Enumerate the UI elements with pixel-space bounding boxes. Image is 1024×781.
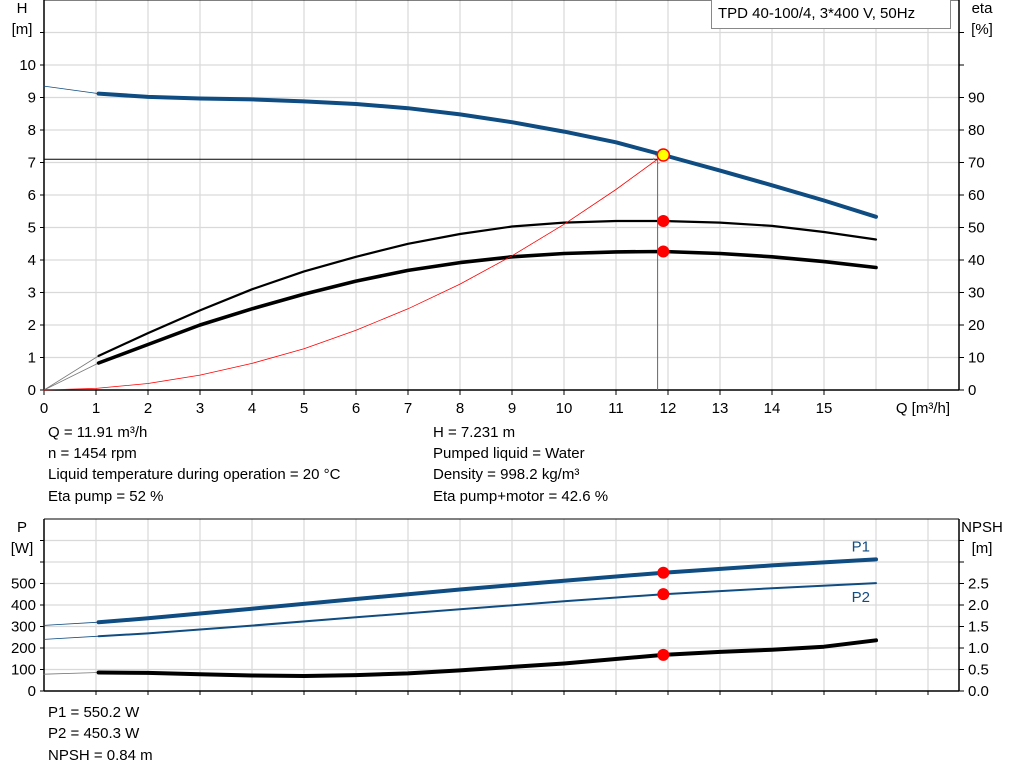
y-tick-label-right: 40 bbox=[968, 252, 985, 269]
y-tick-label-left: 6 bbox=[28, 187, 36, 204]
y-tick-label-left: 2 bbox=[28, 317, 36, 334]
info-density: Density = 998.2 kg/m³ bbox=[433, 466, 580, 483]
series-H-extension bbox=[43, 85, 99, 94]
series-label-P1: P1 bbox=[852, 538, 870, 555]
series-eta_pump-line bbox=[97, 219, 878, 357]
y-axis-title-right: eta bbox=[972, 0, 994, 17]
x-axis-title: Q [m³/h] bbox=[896, 400, 950, 417]
y-tick-label-left: 100 bbox=[11, 662, 36, 679]
y-tick-label-left: 10 bbox=[19, 57, 36, 74]
y-tick-label-right: 0.5 bbox=[968, 662, 989, 679]
y-tick-label-right: 0.0 bbox=[968, 683, 989, 700]
info-eta-pump: Eta pump = 52 % bbox=[48, 488, 164, 505]
y-tick-label-left: 0 bbox=[28, 382, 36, 399]
y-tick-label-left: 500 bbox=[11, 576, 36, 593]
info-h: H = 7.231 m bbox=[433, 424, 516, 441]
y-tick-label-left: 400 bbox=[11, 597, 36, 614]
info-speed: n = 1454 rpm bbox=[48, 445, 137, 462]
info-p1: P1 = 550.2 W bbox=[48, 704, 140, 721]
y-tick-label-left: 300 bbox=[11, 619, 36, 636]
y-tick-label-left: 8 bbox=[28, 122, 36, 139]
y-axis-title-left: P bbox=[17, 519, 27, 536]
y-tick-label-right: 2.5 bbox=[968, 576, 989, 593]
y-tick-label-right: 0 bbox=[968, 382, 976, 399]
y-tick-label-right: 60 bbox=[968, 187, 985, 204]
npsh-operating-marker bbox=[657, 648, 670, 661]
x-tick-label: 9 bbox=[508, 400, 516, 417]
p1-operating-marker bbox=[657, 566, 670, 579]
series-system_curve-line bbox=[43, 154, 664, 391]
series-P2-extension bbox=[43, 635, 99, 640]
x-tick-label: 5 bbox=[300, 400, 308, 417]
x-tick-label: 10 bbox=[556, 400, 573, 417]
info-q: Q = 11.91 m³/h bbox=[48, 424, 148, 441]
x-tick-label: 13 bbox=[712, 400, 729, 417]
y-tick-label-right: 70 bbox=[968, 155, 985, 172]
x-tick-label: 14 bbox=[764, 400, 781, 417]
series-eta_pump_motor-line bbox=[96, 249, 878, 365]
info-npsh: NPSH = 0.84 m bbox=[48, 747, 153, 764]
y-tick-label-left: 200 bbox=[11, 640, 36, 657]
x-tick-label: 2 bbox=[144, 400, 152, 417]
x-tick-label: 11 bbox=[608, 400, 624, 417]
y-tick-label-right: 10 bbox=[968, 350, 985, 367]
y-axis-unit-right: [m] bbox=[972, 540, 993, 557]
y-tick-label-left: 5 bbox=[28, 220, 36, 237]
info-pumped-liquid: Pumped liquid = Water bbox=[433, 445, 585, 462]
series-H-line bbox=[96, 91, 878, 219]
y-axis-unit-right: [%] bbox=[971, 21, 993, 38]
x-tick-label: 1 bbox=[92, 400, 100, 417]
y-tick-label-right: 90 bbox=[968, 90, 985, 107]
y-tick-label-right: 20 bbox=[968, 317, 985, 334]
series-label-P2: P2 bbox=[852, 589, 870, 606]
y-axis-title-right: NPSH bbox=[961, 519, 1003, 536]
y-tick-label-left: 1 bbox=[28, 350, 36, 367]
series-eta_pump-extension bbox=[43, 355, 99, 391]
series-eta_pump_motor-extension bbox=[43, 362, 99, 391]
series-NPSH-line bbox=[96, 638, 878, 678]
x-tick-label: 0 bbox=[40, 400, 48, 417]
x-tick-label: 12 bbox=[660, 400, 677, 417]
y-tick-label-right: 2.0 bbox=[968, 597, 989, 614]
y-tick-label-right: 80 bbox=[968, 122, 985, 139]
eta-pump-operating-marker bbox=[657, 215, 670, 227]
eta-pump-motor-operating-marker bbox=[657, 245, 670, 258]
x-tick-label: 4 bbox=[248, 400, 256, 417]
x-tick-label: 3 bbox=[196, 400, 204, 417]
y-tick-label-right: 50 bbox=[968, 220, 985, 237]
series-P1-line bbox=[96, 557, 878, 625]
x-tick-label: 8 bbox=[456, 400, 464, 417]
series-P2-line bbox=[97, 582, 877, 638]
x-tick-label: 6 bbox=[352, 400, 360, 417]
y-axis-unit-left: [W] bbox=[11, 540, 34, 557]
y-tick-label-right: 30 bbox=[968, 285, 985, 302]
info-liquid-temp: Liquid temperature during operation = 20… bbox=[48, 466, 341, 483]
y-tick-label-left: 0 bbox=[28, 683, 36, 700]
info-p2: P2 = 450.3 W bbox=[48, 725, 140, 742]
y-axis-title-left: H bbox=[17, 0, 28, 17]
p2-operating-marker bbox=[657, 588, 670, 601]
operating-point-marker bbox=[656, 148, 671, 162]
series-P1-extension bbox=[43, 621, 99, 626]
y-tick-label-right: 1.0 bbox=[968, 640, 989, 657]
pump-title-box: TPD 40-100/4, 3*400 V, 50Hz bbox=[711, 0, 951, 29]
info-eta-pump-motor: Eta pump+motor = 42.6 % bbox=[433, 488, 609, 505]
x-tick-label: 15 bbox=[816, 400, 833, 417]
series-NPSH-extension bbox=[43, 672, 99, 675]
x-tick-label: 7 bbox=[404, 400, 412, 417]
y-tick-label-left: 7 bbox=[28, 155, 36, 172]
y-tick-label-left: 4 bbox=[28, 252, 36, 269]
y-tick-label-right: 1.5 bbox=[968, 619, 989, 636]
y-tick-label-left: 9 bbox=[28, 90, 36, 107]
y-tick-label-left: 3 bbox=[28, 285, 36, 302]
y-axis-unit-left: [m] bbox=[12, 21, 33, 38]
